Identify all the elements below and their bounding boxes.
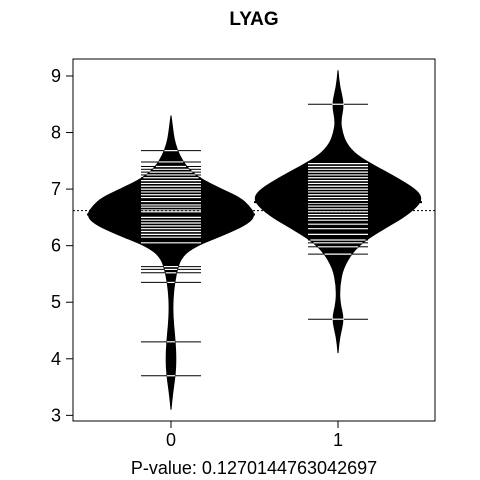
y-tick-label: 4 — [51, 349, 61, 369]
x-axis-label: P-value: 0.1270144763042697 — [131, 458, 377, 478]
y-tick-label: 5 — [51, 292, 61, 312]
y-axis: 3 4 5 6 7 8 9 — [51, 66, 74, 425]
y-tick-label: 7 — [51, 179, 61, 199]
x-tick-label: 1 — [333, 430, 343, 450]
mean-layer — [87, 201, 422, 216]
y-tick-label: 8 — [51, 123, 61, 143]
y-tick-label: 3 — [51, 405, 61, 425]
bean-shape-0 — [87, 115, 255, 410]
plot-frame — [72, 58, 436, 422]
chart-title: LYAG — [229, 9, 278, 30]
x-tick-label: 0 — [166, 430, 176, 450]
beans-layer — [87, 70, 422, 410]
y-tick-label: 9 — [51, 66, 61, 86]
y-tick-label: 6 — [51, 236, 61, 256]
